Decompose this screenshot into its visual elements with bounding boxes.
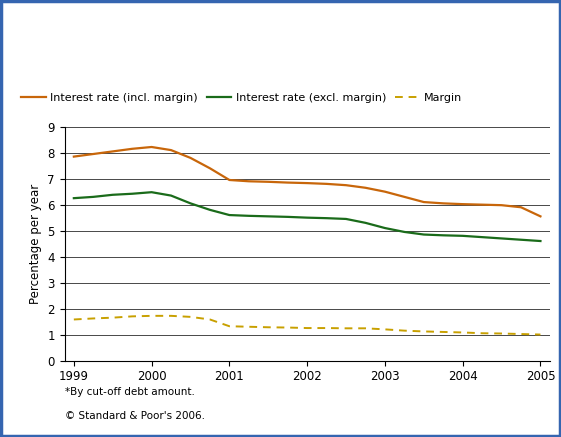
Text: *By cut-off debt amount.: *By cut-off debt amount. xyxy=(65,387,195,397)
Legend: Interest rate (incl. margin), Interest rate (excl. margin), Margin: Interest rate (incl. margin), Interest r… xyxy=(17,89,466,108)
Text: © Standard & Poor's 2006.: © Standard & Poor's 2006. xyxy=(65,411,205,421)
Y-axis label: Percentage per year: Percentage per year xyxy=(29,184,42,304)
Text: Chart 1: Weighted-Average Interest Rate, Interest Rate Before Margin, and Loan
M: Chart 1: Weighted-Average Interest Rate,… xyxy=(8,4,561,33)
